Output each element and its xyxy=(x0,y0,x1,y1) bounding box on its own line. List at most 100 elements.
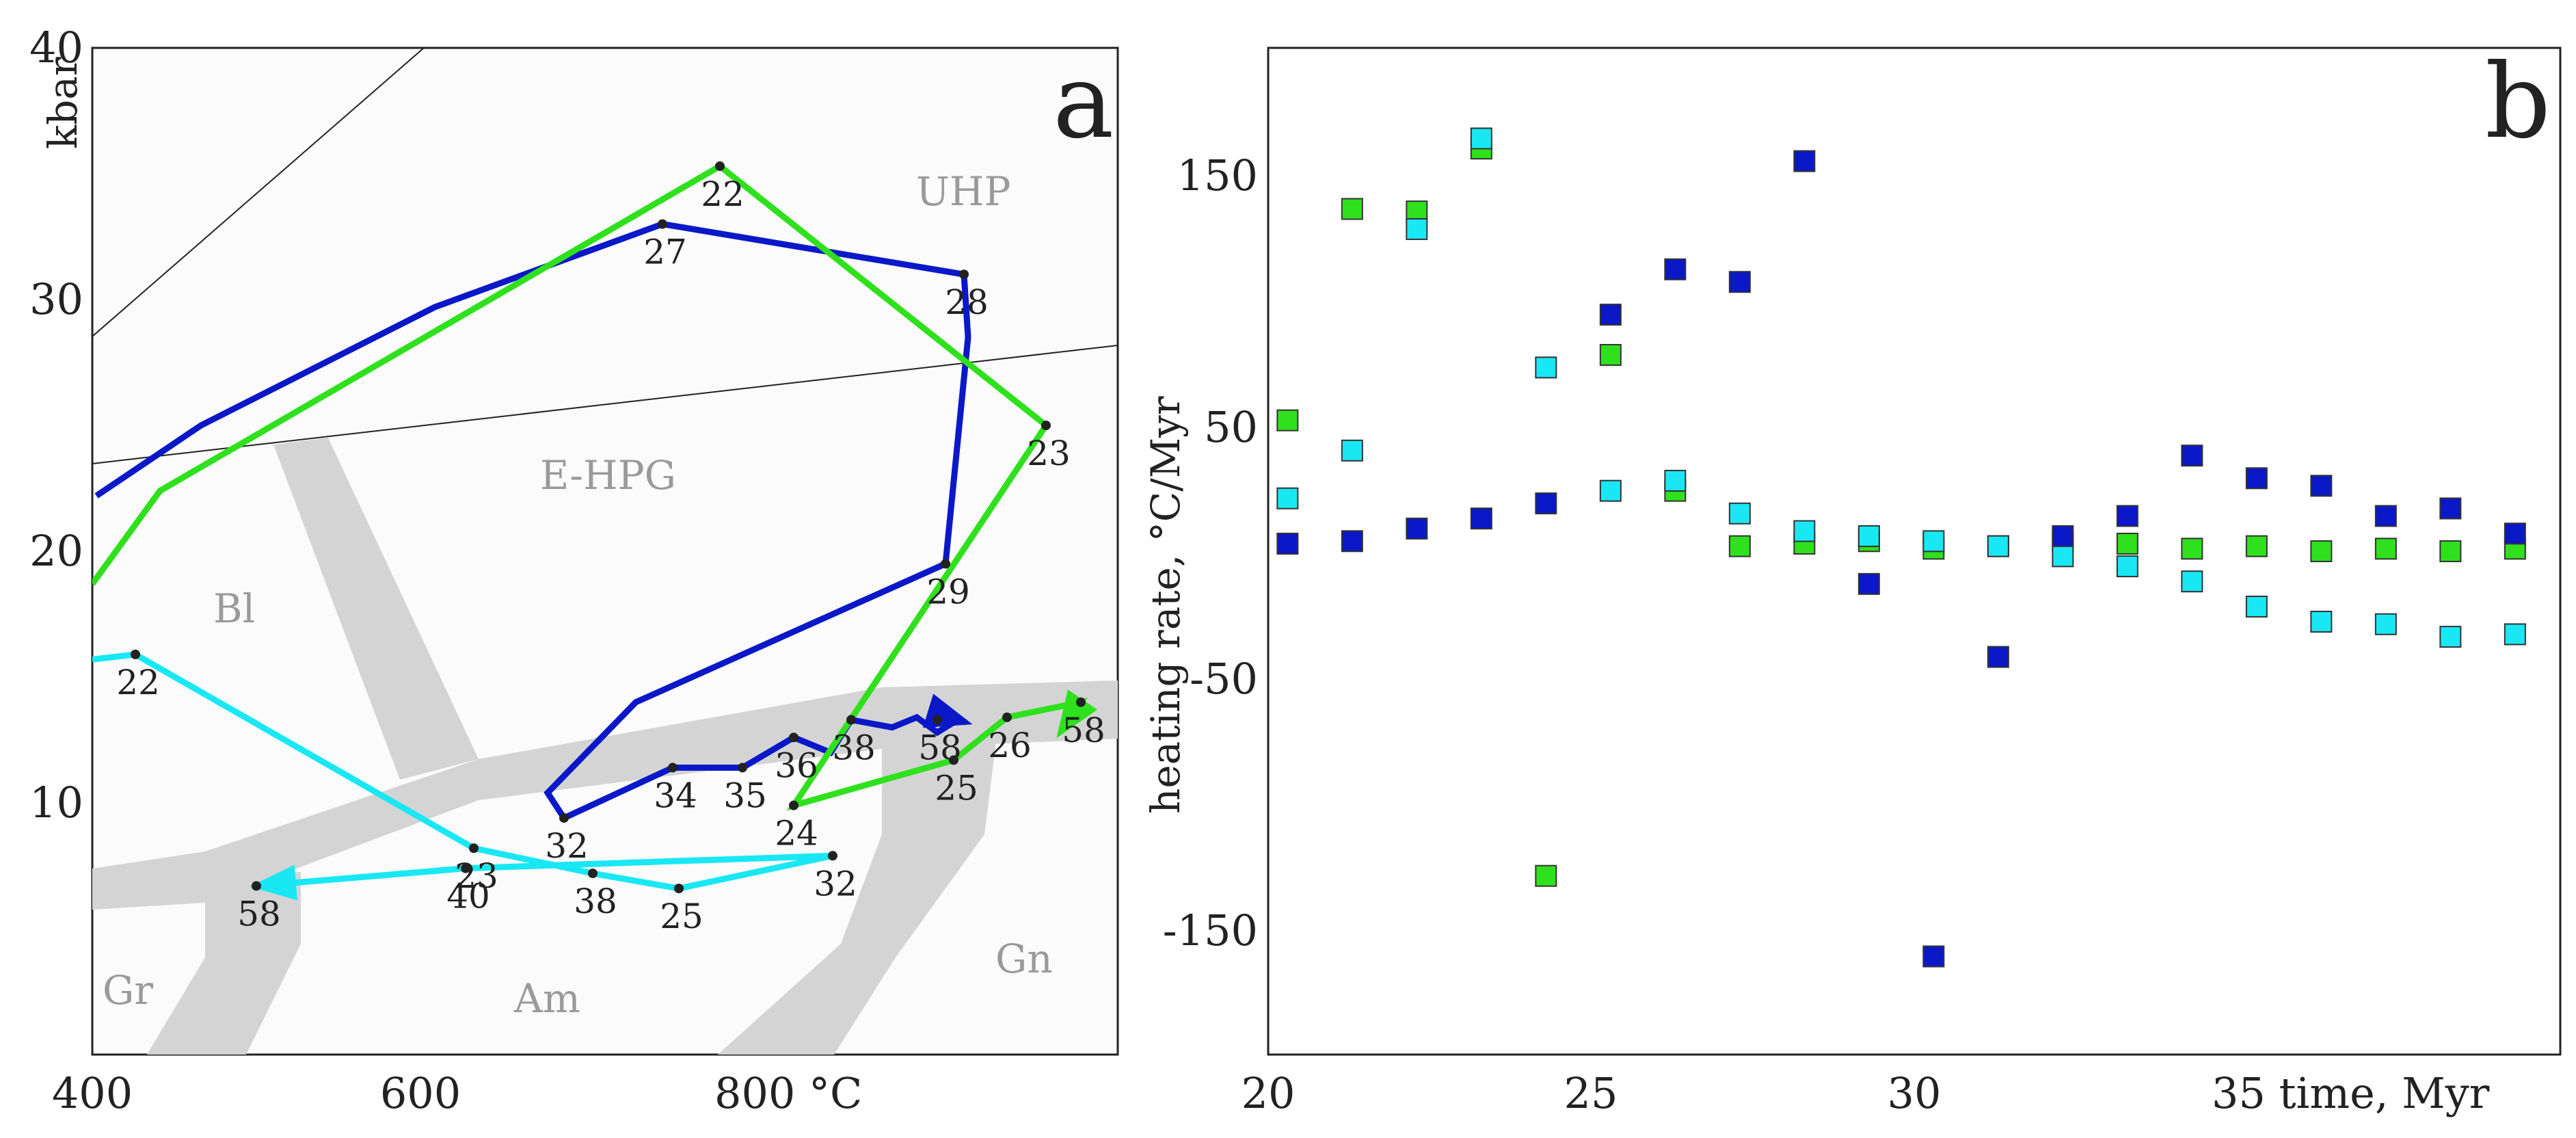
point-green-5 xyxy=(1599,343,1622,366)
point-green-15 xyxy=(2245,535,2268,557)
pt-point-cyan-22 xyxy=(131,649,140,659)
b-x-axis-label: 35 time, Myr xyxy=(2212,1068,2490,1118)
point-cyan-19 xyxy=(2504,623,2526,646)
pt-point-blue-35 xyxy=(738,763,747,773)
pt-point-blue-38 xyxy=(846,715,856,725)
b-y-tick-50: 50 xyxy=(1204,402,1258,452)
point-cyan-6 xyxy=(1664,469,1687,492)
a-y-tick-40: 40 xyxy=(29,23,83,72)
point-cyan-15 xyxy=(2245,595,2268,618)
pt-point-blue-36 xyxy=(789,732,799,743)
pt-point-green-23 xyxy=(1041,421,1051,430)
reaction-line-upper xyxy=(92,48,425,337)
pt-point-green-26 xyxy=(1002,712,1012,722)
pt-point-green-22 xyxy=(715,161,725,171)
pt-point-blue-27 xyxy=(658,219,667,229)
point-cyan-14 xyxy=(2181,570,2203,593)
point-green-7 xyxy=(1728,535,1751,557)
point-blue-10 xyxy=(1922,945,1945,968)
b-y-tick-neg50: -50 xyxy=(1190,654,1258,704)
b-x-tick-30: 30 xyxy=(1888,1068,1942,1118)
pt-point-blue-34 xyxy=(668,763,677,773)
pt-point-label-blue-36: 36 xyxy=(775,745,818,785)
panel-b-x-ticks: 20 25 30 35 time, Myr xyxy=(1242,1068,2490,1118)
pt-point-label-blue-29: 29 xyxy=(926,572,970,611)
point-cyan-9 xyxy=(1857,525,1880,547)
point-blue-5 xyxy=(1599,304,1622,326)
pt-point-blue-32 xyxy=(559,813,569,823)
point-green-4 xyxy=(1535,864,1557,887)
point-green-18 xyxy=(2439,540,2462,562)
point-blue-8 xyxy=(1793,150,1816,172)
point-cyan-11 xyxy=(1987,535,2009,557)
point-blue-0 xyxy=(1276,532,1299,555)
panel-a-x-ticks: 400 600 800 °C xyxy=(52,1068,863,1118)
point-cyan-7 xyxy=(1728,502,1751,525)
point-blue-6 xyxy=(1664,258,1687,280)
point-cyan-0 xyxy=(1276,487,1299,510)
pt-point-green-58 xyxy=(1076,697,1086,707)
pt-point-label-blue-27: 27 xyxy=(643,233,687,272)
point-blue-14 xyxy=(2181,445,2203,467)
point-blue-16 xyxy=(2310,475,2333,497)
reaction-line-eclogite xyxy=(92,345,1118,464)
point-blue-3 xyxy=(1470,507,1492,530)
region-label-am: Am xyxy=(513,975,580,1022)
point-cyan-4 xyxy=(1535,356,1557,379)
region-label-bl: Bl xyxy=(213,585,255,632)
pt-point-cyan-40 xyxy=(461,863,470,873)
belt-lower-horizontal xyxy=(92,680,1118,910)
belt-bl-diagonal xyxy=(273,438,479,780)
pt-point-cyan-38 xyxy=(588,869,598,879)
pt-point-label-green-22: 22 xyxy=(701,174,744,214)
pt-path-blue xyxy=(94,220,971,822)
b-x-tick-20: 20 xyxy=(1242,1068,1296,1118)
region-label-ehpg: E-HPG xyxy=(540,452,676,499)
point-green-17 xyxy=(2374,538,2397,560)
pt-point-label-cyan-58: 58 xyxy=(237,894,281,934)
pt-path-green-arrowhead xyxy=(1056,689,1098,739)
pt-path-cyan xyxy=(92,651,833,892)
pt-point-label-cyan-23: 23 xyxy=(455,856,498,896)
panel-b-plot-area xyxy=(1267,47,2562,1056)
region-label-gr: Gr xyxy=(103,967,153,1014)
point-cyan-1 xyxy=(1341,439,1363,462)
pt-point-label-blue-35: 35 xyxy=(723,776,767,815)
a-y-tick-30: 30 xyxy=(29,274,83,324)
b-y-tick-150: 150 xyxy=(1177,150,1258,200)
pt-point-blue-58 xyxy=(933,715,942,725)
pt-point-label-green-26: 26 xyxy=(988,726,1032,765)
pt-point-label-cyan-40: 40 xyxy=(446,877,490,916)
point-blue-4 xyxy=(1535,492,1557,515)
pt-point-label-green-58: 58 xyxy=(1062,711,1105,750)
point-blue-11 xyxy=(1987,646,2009,668)
point-cyan-16 xyxy=(2310,611,2333,633)
pt-point-label-cyan-32: 32 xyxy=(814,864,857,903)
panel-a-letter: a xyxy=(1053,42,1114,161)
point-blue-13 xyxy=(2116,505,2138,527)
a-x-tick-800: 800 °C xyxy=(714,1068,863,1118)
point-cyan-2 xyxy=(1406,217,1428,240)
panel-b: 20 25 30 35 time, Myr 150 50 -50 -150 he… xyxy=(1142,42,2562,1118)
region-label-gn: Gn xyxy=(995,936,1053,982)
point-blue-18 xyxy=(2439,497,2462,520)
pt-point-label-blue-38: 38 xyxy=(832,728,876,768)
point-cyan-3 xyxy=(1470,127,1492,150)
point-cyan-18 xyxy=(2439,626,2462,648)
pt-point-cyan-25 xyxy=(674,884,684,894)
pt-point-green-24 xyxy=(789,800,799,810)
pt-point-label-green-23: 23 xyxy=(1027,434,1071,473)
point-cyan-17 xyxy=(2374,613,2397,635)
reaction-lines xyxy=(92,48,1118,464)
point-green-16 xyxy=(2310,540,2333,562)
point-cyan-8 xyxy=(1793,520,1816,542)
a-y-tick-10: 10 xyxy=(29,778,83,828)
pt-point-green-25 xyxy=(949,755,958,765)
point-green-14 xyxy=(2181,538,2203,560)
a-y-axis-label: kbar xyxy=(40,57,86,149)
point-blue-17 xyxy=(2374,505,2397,527)
point-green-13 xyxy=(2116,532,2138,555)
belt-gn-leg xyxy=(718,725,998,1055)
